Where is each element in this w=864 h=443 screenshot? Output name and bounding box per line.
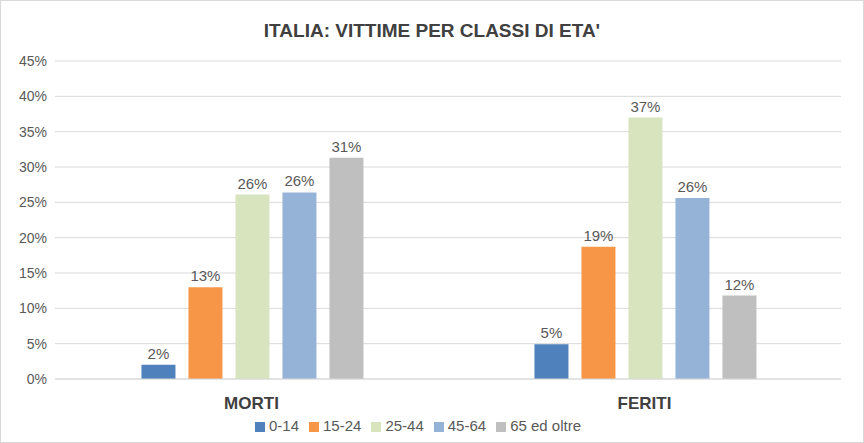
svg-text:35%: 35%	[19, 124, 47, 140]
html-text:65 ed oltre: 65 ed oltre	[510, 417, 581, 434]
svg-text:19%: 19%	[583, 227, 613, 244]
html-text:45-64: 45-64	[447, 417, 487, 434]
svg-text:FERITI: FERITI	[618, 394, 672, 413]
svg-text:5%: 5%	[27, 336, 47, 352]
svg-text:26%: 26%	[237, 175, 267, 192]
svg-text:31%: 31%	[331, 138, 361, 155]
svg-text:13%: 13%	[190, 267, 220, 284]
svg-text:12%: 12%	[724, 276, 754, 293]
svg-text:MORTI: MORTI	[224, 394, 279, 413]
svg-text:26%: 26%	[677, 178, 707, 195]
svg-text:2%: 2%	[148, 345, 170, 362]
html-text:25-44: 25-44	[385, 417, 424, 434]
html-text:0-14: 0-14	[269, 417, 299, 434]
svg-text:30%: 30%	[19, 159, 47, 175]
svg-text:15%: 15%	[19, 265, 47, 281]
svg-text:37%: 37%	[630, 98, 660, 115]
svg-text:25%: 25%	[19, 194, 47, 210]
svg-text:0%: 0%	[27, 371, 47, 387]
svg-text:10%: 10%	[19, 300, 47, 316]
svg-text:40%: 40%	[19, 88, 47, 104]
svg-text:26%: 26%	[284, 172, 314, 189]
html-text:ITALIA: VITTIME PER CLASSI DI: ITALIA: VITTIME PER CLASSI DI ETA'	[263, 20, 601, 41]
svg-text:5%: 5%	[541, 324, 563, 341]
svg-text:20%: 20%	[19, 230, 47, 246]
html-text:15-24: 15-24	[323, 417, 362, 434]
svg-text:45%: 45%	[19, 53, 47, 69]
